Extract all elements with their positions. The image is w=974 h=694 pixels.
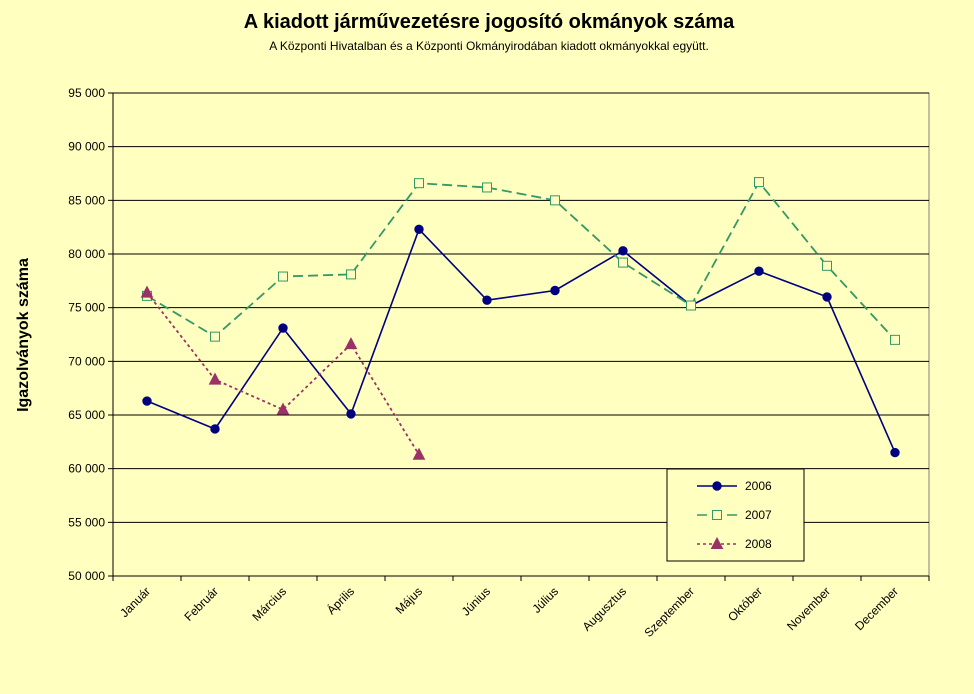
x-tick-label: December xyxy=(852,584,901,633)
data-point-2006 xyxy=(346,409,356,419)
data-point-2007 xyxy=(346,269,356,280)
data-point-2006 xyxy=(482,295,492,305)
x-tick-label: Június xyxy=(459,584,493,618)
data-point-2006 xyxy=(550,285,560,296)
data-point-2006 xyxy=(210,424,220,434)
data-point-2007 xyxy=(822,260,832,271)
y-tick-label: 50 000 xyxy=(68,569,105,583)
data-point-2006 xyxy=(822,292,832,302)
y-tick-label: 80 000 xyxy=(68,247,105,261)
legend-marker-2006 xyxy=(712,481,722,491)
y-tick-label: 75 000 xyxy=(68,301,105,315)
data-point-2007 xyxy=(686,300,696,311)
x-tick-label: Július xyxy=(530,584,562,616)
x-tick-label: Április xyxy=(323,584,357,618)
x-tick-labels: Január Február Március Április Május Június Jú… xyxy=(117,584,901,640)
data-point-2008 xyxy=(208,372,222,385)
legend-label-2006: 2006 xyxy=(745,479,772,493)
data-point-2008 xyxy=(412,447,426,460)
grid-layer xyxy=(112,92,930,577)
y-tick-label: 65 000 xyxy=(68,408,105,422)
data-point-2007 xyxy=(210,331,220,342)
data-point-2007 xyxy=(618,257,628,268)
legend-label-2008: 2008 xyxy=(745,537,772,551)
x-tick-label: November xyxy=(784,584,833,633)
series-2007 xyxy=(142,177,900,345)
legend: 2006 2007 2008 xyxy=(666,468,805,562)
data-point-2008 xyxy=(344,337,358,350)
series-line-2006 xyxy=(146,227,896,453)
data-point-2007 xyxy=(414,178,424,189)
legend-marker-2007 xyxy=(712,510,722,520)
y-axis-label: Igazolványok száma xyxy=(15,258,32,412)
legend-marker-2008 xyxy=(710,536,724,549)
x-tick-label: Október xyxy=(725,584,765,624)
y-tick-label: 85 000 xyxy=(68,193,105,207)
data-point-2008 xyxy=(140,285,154,298)
y-tick-label: 95 000 xyxy=(68,86,105,100)
data-point-2007 xyxy=(482,182,492,193)
series-line-2007 xyxy=(146,180,896,341)
x-tick-label: Szeptember xyxy=(641,584,697,640)
axis-layer xyxy=(108,92,930,581)
data-point-2006 xyxy=(890,447,900,458)
legend-label-2007: 2007 xyxy=(745,508,772,522)
data-point-2006 xyxy=(414,224,424,235)
plot-area-border xyxy=(112,92,930,577)
x-tick-label: Május xyxy=(393,584,426,617)
data-point-2007 xyxy=(890,334,900,345)
y-tick-label: 55 000 xyxy=(68,515,105,529)
data-point-2006 xyxy=(618,246,628,256)
data-point-2006 xyxy=(142,396,152,406)
data-point-2007 xyxy=(754,177,764,188)
y-tick-label: 70 000 xyxy=(68,354,105,368)
x-tick-label: Március xyxy=(250,584,290,624)
x-tick-label: Február xyxy=(182,584,222,624)
y-tick-labels: 50 000 55 000 60 000 65 000 70 000 75 000 80 0… xyxy=(68,86,105,583)
y-tick-label: 60 000 xyxy=(68,462,105,476)
data-point-2008 xyxy=(276,402,290,415)
series-line-2008 xyxy=(146,292,420,456)
chart-title: A kiadott járművezetésre jogosító okmány… xyxy=(244,11,735,33)
chart-subtitle: A Központi Hivatalban és a Központi Okmá… xyxy=(269,39,709,53)
data-point-2006 xyxy=(278,323,288,333)
series-2008 xyxy=(140,285,426,460)
y-tick-label: 90 000 xyxy=(68,140,105,154)
series-layer xyxy=(140,177,900,460)
data-point-2007 xyxy=(550,195,560,206)
x-tick-label: Január xyxy=(117,584,153,620)
x-tick-label: Augusztus xyxy=(580,584,630,634)
data-point-2006 xyxy=(754,266,764,276)
data-point-2007 xyxy=(278,271,288,282)
series-2006 xyxy=(142,224,900,458)
